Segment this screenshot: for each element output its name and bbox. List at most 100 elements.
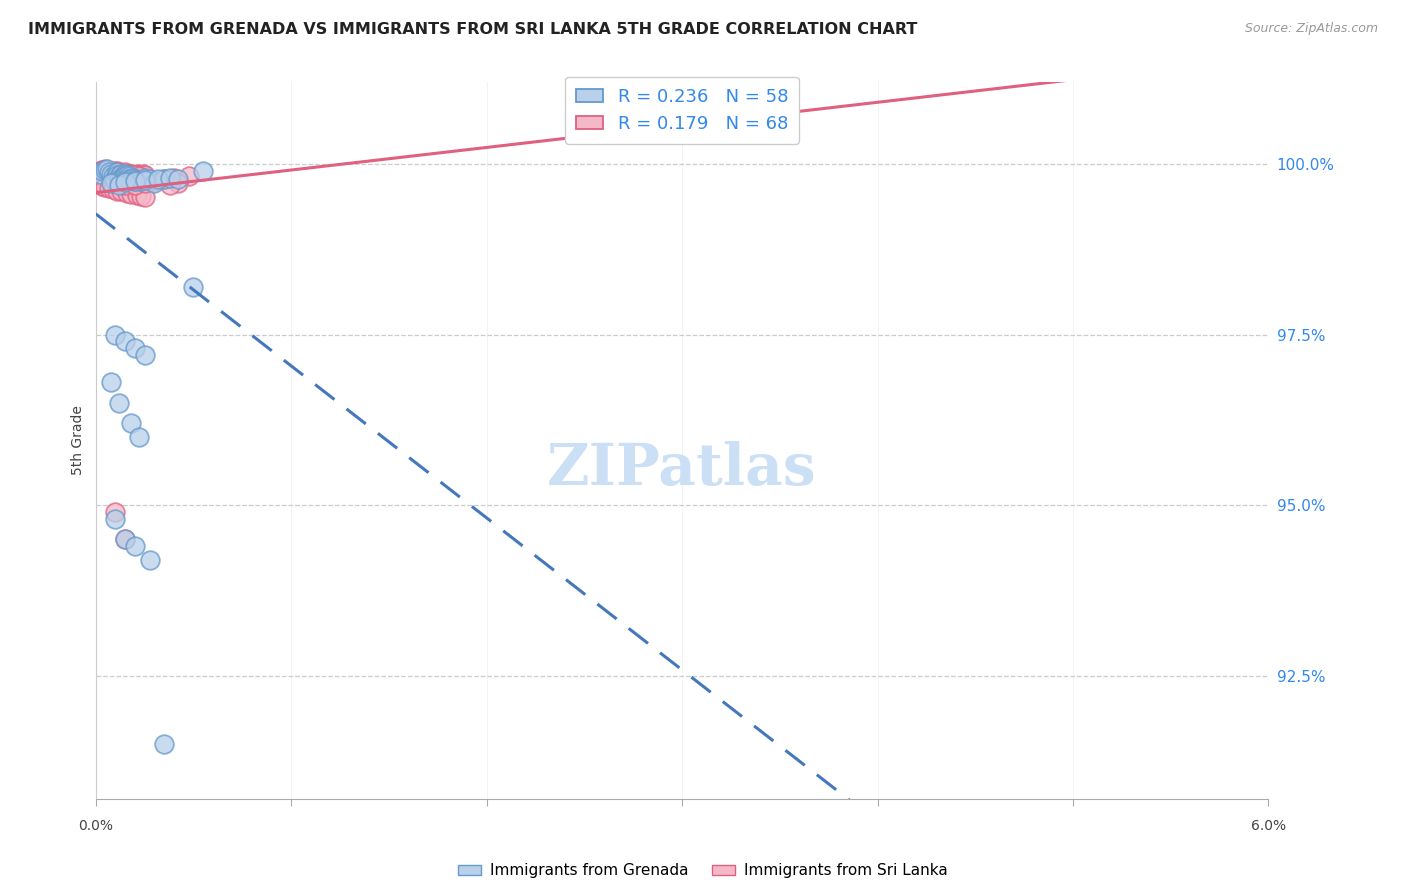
Point	[153, 737, 176, 751]
Point	[104, 174, 127, 188]
Point	[118, 178, 141, 192]
Point	[129, 189, 152, 203]
Point	[179, 169, 201, 184]
Point	[108, 169, 131, 184]
Point	[110, 167, 132, 181]
Point	[108, 165, 131, 179]
Point	[104, 170, 127, 185]
Text: Source: ZipAtlas.com: Source: ZipAtlas.com	[1244, 22, 1378, 36]
Text: 6.0%: 6.0%	[1251, 819, 1286, 833]
Point	[115, 167, 138, 181]
Point	[104, 512, 127, 526]
Point	[134, 190, 156, 204]
Point	[100, 164, 122, 178]
Point	[134, 168, 156, 182]
Point	[191, 164, 214, 178]
Point	[166, 176, 188, 190]
Point	[110, 185, 132, 199]
Text: IMMIGRANTS FROM GRENADA VS IMMIGRANTS FROM SRI LANKA 5TH GRADE CORRELATION CHART: IMMIGRANTS FROM GRENADA VS IMMIGRANTS FR…	[28, 22, 918, 37]
Point	[115, 168, 138, 182]
Point	[120, 187, 142, 202]
Point	[89, 164, 111, 178]
Point	[114, 533, 136, 547]
Point	[120, 417, 142, 431]
Point	[159, 178, 181, 192]
Point	[111, 167, 134, 181]
Text: ZIPatlas: ZIPatlas	[547, 442, 817, 497]
Point	[124, 539, 146, 553]
Point	[114, 169, 136, 184]
Point	[124, 178, 146, 192]
Point	[105, 184, 128, 198]
Legend: R = 0.236   N = 58, R = 0.179   N = 68: R = 0.236 N = 58, R = 0.179 N = 68	[565, 77, 799, 144]
Point	[121, 169, 143, 183]
Point	[128, 169, 150, 183]
Point	[108, 396, 131, 410]
Point	[114, 178, 136, 192]
Point	[100, 376, 122, 390]
Point	[118, 167, 141, 181]
Point	[100, 169, 122, 184]
Point	[115, 186, 138, 200]
Point	[89, 167, 111, 181]
Point	[163, 170, 186, 185]
Point	[134, 176, 156, 190]
Point	[120, 170, 142, 185]
Point	[98, 165, 121, 179]
Point	[124, 178, 146, 193]
Point	[104, 166, 127, 180]
Point	[134, 172, 156, 186]
Point	[183, 280, 205, 294]
Point	[98, 165, 121, 179]
Point	[104, 164, 127, 178]
Point	[153, 172, 176, 186]
Point	[96, 161, 118, 176]
Point	[90, 170, 112, 185]
Point	[90, 162, 112, 177]
Point	[125, 187, 148, 202]
Point	[159, 170, 181, 185]
Point	[120, 173, 142, 187]
Point	[139, 173, 162, 187]
Point	[108, 169, 131, 183]
Point	[93, 163, 115, 178]
Point	[108, 172, 131, 186]
Point	[148, 172, 170, 186]
Point	[90, 164, 112, 178]
Point	[121, 171, 143, 186]
Point	[104, 327, 127, 342]
Point	[134, 348, 156, 362]
Legend: Immigrants from Grenada, Immigrants from Sri Lanka: Immigrants from Grenada, Immigrants from…	[453, 857, 953, 884]
Point	[143, 176, 166, 190]
Point	[100, 174, 122, 188]
Point	[96, 164, 118, 178]
Point	[118, 172, 141, 186]
Point	[134, 170, 156, 185]
Point	[98, 181, 121, 195]
Point	[96, 167, 118, 181]
Point	[94, 172, 117, 186]
Point	[114, 175, 136, 189]
Point	[94, 161, 117, 176]
Point	[105, 165, 128, 179]
Point	[125, 167, 148, 181]
Point	[129, 174, 152, 188]
Point	[114, 334, 136, 349]
Point	[115, 170, 138, 185]
Point	[94, 179, 117, 194]
Point	[129, 168, 152, 182]
Point	[108, 178, 131, 192]
Point	[120, 168, 142, 182]
Point	[114, 533, 136, 547]
Point	[100, 167, 122, 181]
Point	[108, 170, 131, 185]
Point	[128, 430, 150, 444]
Point	[153, 172, 176, 186]
Point	[139, 553, 162, 567]
Point	[118, 169, 141, 184]
Point	[111, 168, 134, 182]
Point	[105, 176, 128, 190]
Point	[139, 172, 162, 186]
Point	[100, 168, 122, 182]
Point	[128, 173, 150, 187]
